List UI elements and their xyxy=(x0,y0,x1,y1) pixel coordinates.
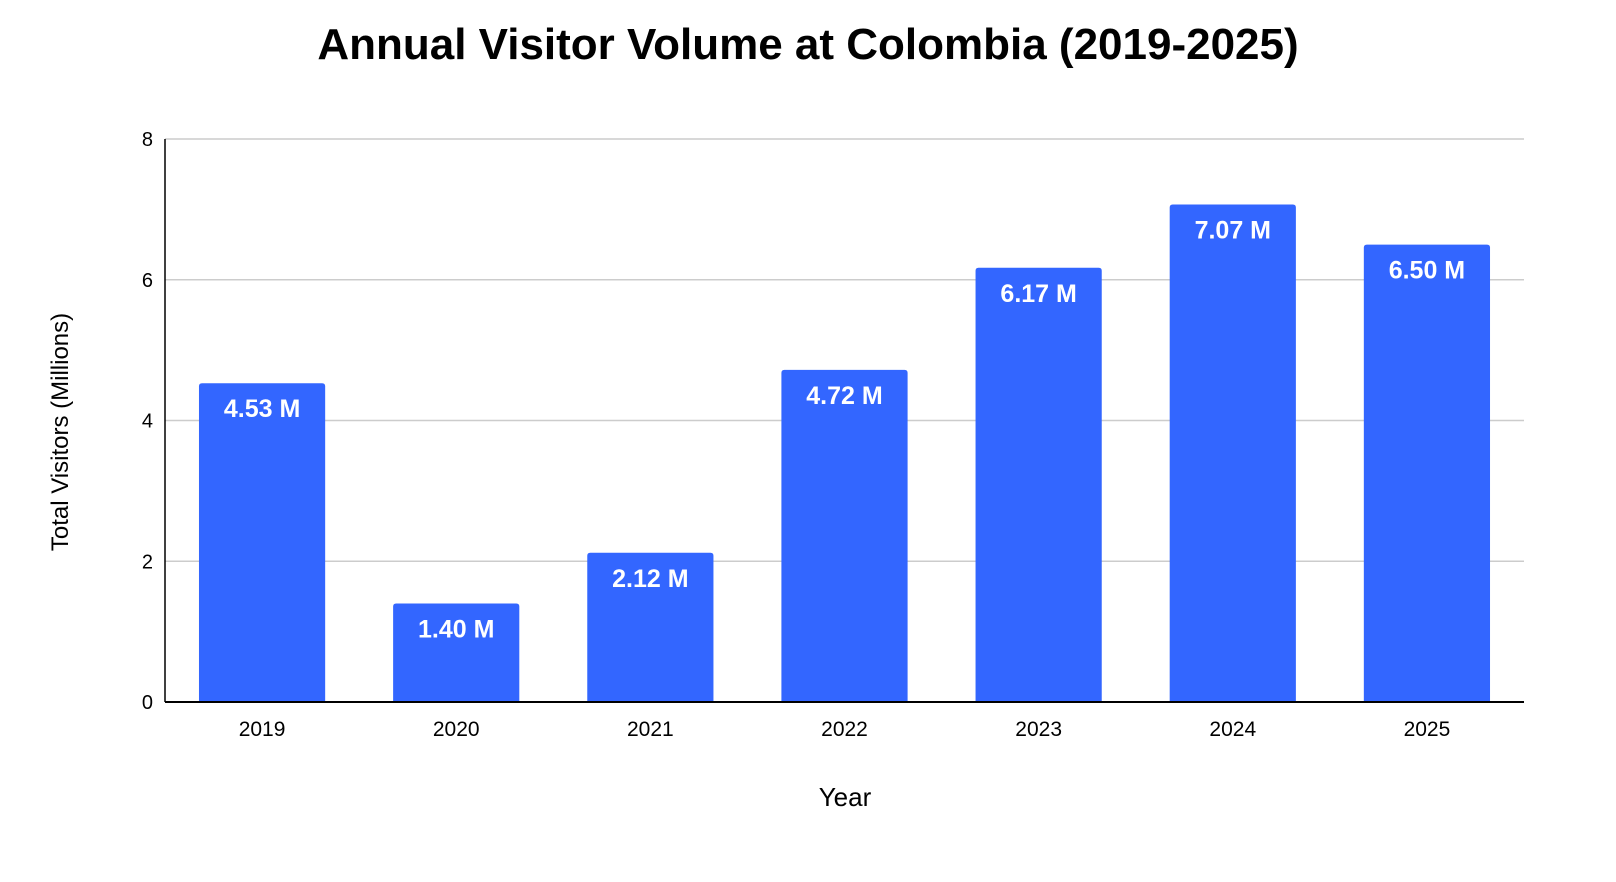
y-tick-label: 4 xyxy=(142,411,153,433)
bar-2019 xyxy=(198,383,326,702)
bar-2024 xyxy=(1169,204,1296,703)
x-tick-label: 2023 xyxy=(1015,718,1062,741)
y-axis-title: Total Visitors (Millions) xyxy=(47,313,74,551)
x-tick-label: 2020 xyxy=(433,718,480,741)
axes: 0 2 4 6 8 2019 2020 2021 2022 2023 2024 2025 xyxy=(142,129,1524,741)
y-tick-label: 8 xyxy=(142,129,153,151)
data-label: 6.50 M xyxy=(1389,257,1465,285)
data-label: 2.12 M xyxy=(612,565,688,593)
data-label: 4.53 M xyxy=(224,395,300,423)
x-axis-title: Year xyxy=(819,782,872,812)
x-tick-label: 2025 xyxy=(1404,718,1451,741)
data-labels: 4.53 M 1.40 M 2.12 M 4.72 M 6.17 M 7.07 M 6.50… xyxy=(224,216,1465,643)
bar-2025 xyxy=(1363,244,1491,702)
x-tick-label: 2021 xyxy=(627,718,674,741)
bar-2021 xyxy=(587,552,714,702)
x-tick-label: 2024 xyxy=(1209,718,1256,741)
bar-2023 xyxy=(975,267,1102,702)
bars xyxy=(198,204,1491,703)
x-tick-label: 2019 xyxy=(239,718,286,741)
y-tick-label: 0 xyxy=(142,692,153,714)
data-label: 6.17 M xyxy=(1000,280,1076,308)
chart-title: Annual Visitor Volume at Colombia (2019-… xyxy=(317,20,1299,69)
bar-2020 xyxy=(393,603,520,702)
y-tick-label: 2 xyxy=(142,551,153,573)
data-label: 1.40 M xyxy=(418,615,494,643)
bar-2022 xyxy=(781,369,908,702)
y-tick-label: 6 xyxy=(142,270,153,292)
data-label: 7.07 M xyxy=(1195,216,1271,244)
x-tick-label: 2022 xyxy=(821,718,868,741)
data-label: 4.72 M xyxy=(806,382,882,410)
